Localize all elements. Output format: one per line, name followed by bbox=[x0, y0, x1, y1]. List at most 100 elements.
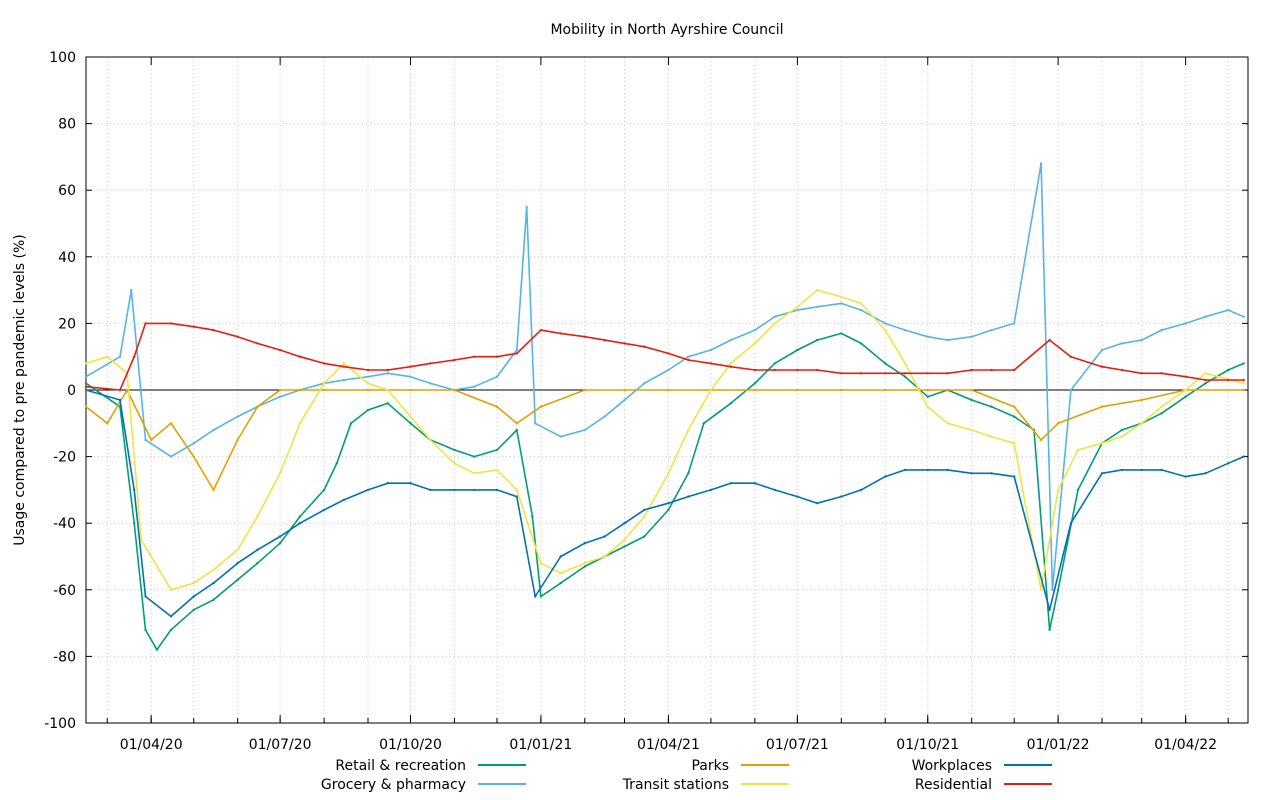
data-point bbox=[409, 375, 412, 378]
data-point bbox=[603, 338, 606, 342]
data-point bbox=[278, 348, 282, 352]
data-point bbox=[884, 322, 887, 325]
data-point bbox=[1056, 488, 1060, 492]
data-point bbox=[796, 308, 799, 312]
data-point bbox=[1039, 438, 1043, 442]
data-point bbox=[169, 628, 173, 631]
data-point bbox=[409, 388, 412, 392]
data-point bbox=[687, 495, 690, 498]
data-point bbox=[1076, 488, 1080, 492]
data-point bbox=[926, 335, 929, 338]
data-point bbox=[1204, 378, 1207, 382]
data-point bbox=[559, 332, 562, 335]
data-point bbox=[495, 488, 499, 492]
legend-label: Residential bbox=[915, 777, 992, 793]
data-point bbox=[1100, 472, 1104, 475]
data-point bbox=[515, 488, 518, 492]
data-point bbox=[298, 522, 302, 525]
data-point bbox=[623, 545, 626, 548]
x-tick-label: 01/10/20 bbox=[379, 737, 442, 753]
x-tick-label: 01/07/21 bbox=[766, 737, 829, 753]
data-point bbox=[155, 648, 159, 651]
y-tick-label: 0 bbox=[67, 383, 76, 399]
data-point bbox=[429, 362, 432, 365]
data-point bbox=[583, 565, 586, 568]
data-point bbox=[1227, 378, 1230, 382]
data-point bbox=[278, 542, 282, 545]
data-point bbox=[1140, 338, 1143, 342]
data-point bbox=[150, 438, 153, 442]
data-point bbox=[409, 482, 412, 485]
data-point bbox=[473, 455, 476, 458]
data-point bbox=[169, 322, 173, 325]
data-point bbox=[322, 488, 326, 492]
data-point bbox=[840, 495, 843, 498]
data-point bbox=[118, 398, 122, 402]
data-point bbox=[1048, 608, 1051, 611]
data-point bbox=[970, 472, 973, 475]
data-point bbox=[531, 515, 534, 518]
data-point bbox=[840, 295, 843, 298]
data-point bbox=[106, 355, 109, 358]
data-point bbox=[773, 362, 776, 365]
data-point bbox=[495, 448, 499, 452]
data-point bbox=[1160, 468, 1163, 472]
data-point bbox=[643, 515, 646, 518]
data-point bbox=[1227, 368, 1230, 372]
data-point bbox=[322, 508, 326, 512]
data-point bbox=[753, 388, 757, 392]
data-point bbox=[1039, 588, 1043, 591]
data-point bbox=[106, 422, 109, 425]
data-point bbox=[796, 368, 799, 372]
data-point bbox=[796, 495, 799, 498]
data-point bbox=[1013, 442, 1016, 445]
data-point bbox=[84, 405, 88, 408]
data-point bbox=[133, 355, 136, 358]
series-line-4 bbox=[85, 389, 1245, 618]
data-point bbox=[429, 438, 432, 442]
data-point bbox=[1069, 355, 1073, 358]
y-tick-label: -40 bbox=[53, 516, 76, 532]
y-tick-label: -100 bbox=[44, 716, 76, 732]
data-point bbox=[687, 428, 690, 432]
data-point bbox=[386, 388, 389, 392]
data-point bbox=[335, 462, 338, 465]
data-point bbox=[946, 468, 949, 472]
data-point bbox=[729, 402, 732, 405]
data-point bbox=[1242, 315, 1245, 318]
data-point bbox=[169, 615, 173, 618]
data-point bbox=[278, 388, 282, 392]
data-point bbox=[990, 328, 993, 332]
data-point bbox=[1140, 372, 1143, 375]
data-point bbox=[559, 581, 562, 585]
data-point bbox=[884, 475, 887, 478]
data-point bbox=[1013, 322, 1016, 325]
data-point bbox=[212, 581, 215, 585]
data-point bbox=[144, 438, 147, 442]
data-point bbox=[796, 388, 799, 392]
y-tick-label: -80 bbox=[53, 649, 76, 665]
data-point bbox=[169, 422, 173, 425]
data-point bbox=[256, 405, 259, 408]
data-point bbox=[926, 388, 929, 392]
data-point bbox=[192, 325, 195, 328]
data-point bbox=[495, 468, 499, 472]
data-point bbox=[409, 365, 412, 368]
data-point bbox=[278, 535, 282, 538]
y-tick-label: -60 bbox=[53, 583, 76, 599]
data-point bbox=[495, 355, 499, 358]
data-point bbox=[709, 488, 713, 492]
x-tick-label: 01/07/20 bbox=[249, 737, 312, 753]
data-point bbox=[903, 362, 907, 365]
data-point bbox=[1160, 405, 1163, 408]
data-point bbox=[349, 422, 353, 425]
data-point bbox=[1120, 368, 1124, 372]
data-point bbox=[236, 578, 239, 581]
data-point bbox=[884, 372, 887, 375]
data-point bbox=[366, 488, 370, 492]
data-point bbox=[515, 422, 518, 425]
data-point bbox=[1120, 342, 1124, 345]
data-point bbox=[729, 362, 732, 365]
data-point bbox=[1184, 395, 1187, 398]
x-tick-label: 01/10/21 bbox=[896, 737, 959, 753]
